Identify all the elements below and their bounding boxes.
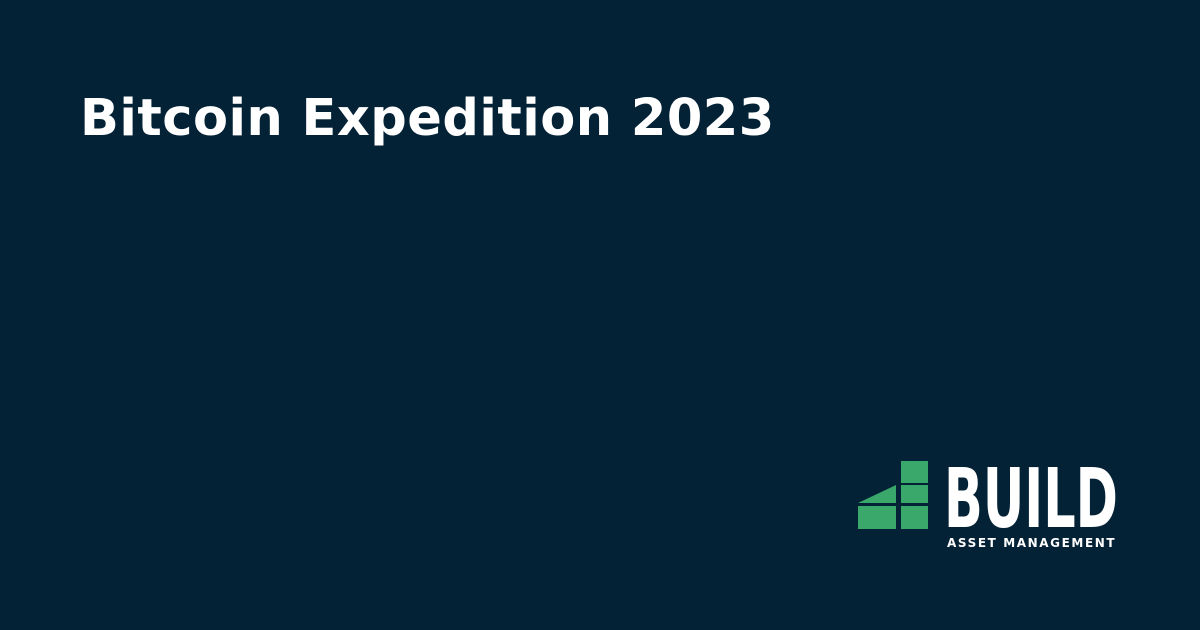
page-title: Bitcoin Expedition 2023 bbox=[80, 89, 775, 148]
logo-block-middle-right bbox=[901, 485, 928, 503]
logo-block-bottom-right bbox=[901, 506, 928, 529]
logo-tagline: ASSET MANAGEMENT bbox=[947, 536, 1117, 550]
build-logo: BUILD ASSET MANAGEMENT bbox=[858, 458, 1124, 554]
logo-block-bottom-left bbox=[858, 506, 896, 529]
building-blocks-icon bbox=[858, 461, 928, 529]
logo-block-top bbox=[901, 461, 928, 483]
logo-wordmark-text: BUILD bbox=[944, 462, 1118, 530]
logo-block-middle-left bbox=[858, 485, 896, 503]
logo-wordmark: BUILD bbox=[944, 462, 1118, 530]
